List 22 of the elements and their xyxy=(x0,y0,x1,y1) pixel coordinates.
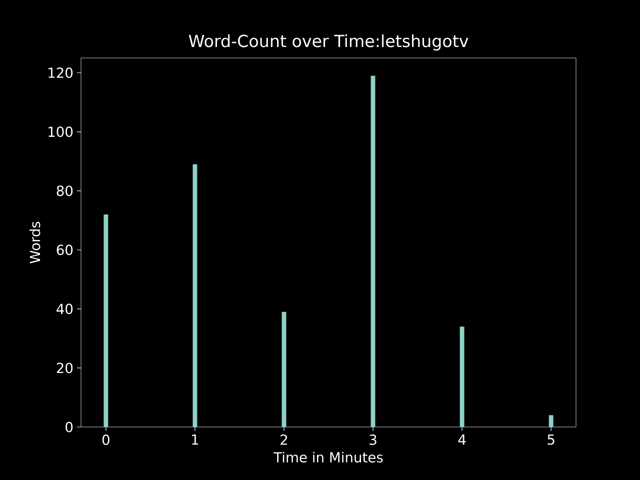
y-tick-label: 100 xyxy=(48,126,73,138)
bar xyxy=(370,76,376,427)
x-tick-label: 2 xyxy=(280,434,288,445)
y-tick-label: 80 xyxy=(56,186,73,196)
y-tick-label: 40 xyxy=(56,304,73,314)
y-tick-label: 20 xyxy=(56,362,73,374)
bar xyxy=(460,326,464,427)
x-tick-label: 0 xyxy=(102,434,110,445)
x-tick-label: 4 xyxy=(458,434,466,445)
y-axis-title: Words xyxy=(30,222,40,264)
y-tick-label: 0 xyxy=(66,422,73,432)
bar xyxy=(548,415,554,427)
bar xyxy=(282,312,286,427)
x-tick-label: 3 xyxy=(370,434,376,445)
bar xyxy=(192,164,198,427)
y-tick-label: 60 xyxy=(56,244,73,256)
y-tick-label: 120 xyxy=(48,68,73,78)
bar xyxy=(104,214,108,427)
chart-title: Word-Count over Time:letshugotv xyxy=(188,34,468,50)
x-tick-label: 1 xyxy=(192,434,198,445)
x-axis-title: Time in Minutes xyxy=(274,452,383,463)
x-tick-label: 5 xyxy=(548,434,554,445)
